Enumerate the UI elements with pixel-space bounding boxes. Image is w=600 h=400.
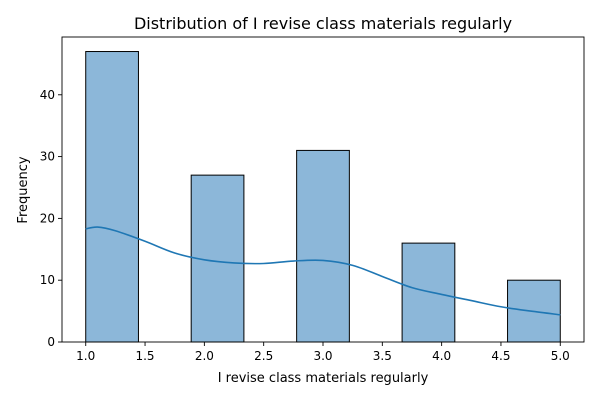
histogram-bar-3 [296, 149, 350, 343]
x-axis-label: I revise class materials regularly [218, 371, 429, 386]
bars-layer [85, 51, 561, 343]
histogram-bar-4 [401, 242, 456, 343]
x-tick-label: 1.5 [135, 349, 154, 363]
y-tick-label: 40 [40, 88, 55, 102]
chart-title: Distribution of I revise class materials… [134, 14, 512, 33]
y-axis-label: Frequency [16, 156, 31, 223]
y-tick-label: 10 [40, 273, 55, 287]
x-tick-label: 5.0 [551, 349, 570, 363]
y-tick-label: 30 [40, 150, 55, 164]
x-tick-label: 1.0 [76, 349, 95, 363]
histogram-bar-1 [85, 51, 139, 343]
y-tick-label: 0 [47, 335, 55, 349]
y-axis-ticks: 0 10 20 30 40 [40, 88, 62, 349]
kde-curve [85, 226, 561, 316]
x-tick-label: 2.0 [195, 349, 214, 363]
x-tick-label: 3.5 [373, 349, 392, 363]
y-tick-label: 20 [40, 211, 55, 225]
x-axis-ticks: 1.0 1.5 2.0 2.5 3.0 3.5 4.0 4.5 5.0 [76, 342, 570, 363]
x-tick-label: 4.0 [432, 349, 451, 363]
x-tick-label: 2.5 [254, 349, 273, 363]
x-tick-label: 3.0 [313, 349, 332, 363]
x-tick-label: 4.5 [491, 349, 510, 363]
